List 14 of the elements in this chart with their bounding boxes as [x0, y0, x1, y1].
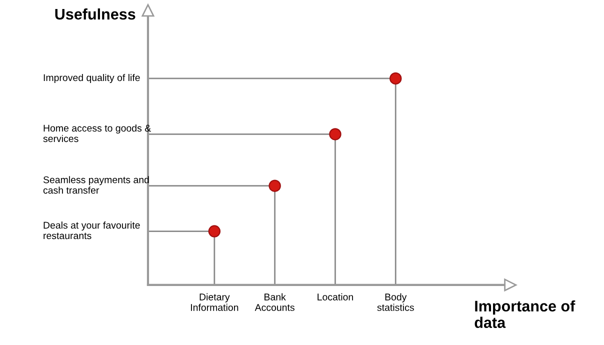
x-tick-label: Dietary Information	[191, 293, 238, 311]
text: Deals at your favourite restaurants	[44, 222, 140, 240]
annotation: Seamless payments and cash transfer	[43, 176, 149, 194]
point	[390, 72, 402, 85]
x-tick-label: Bank Accounts	[254, 293, 294, 311]
point	[268, 180, 281, 192]
point	[329, 128, 342, 140]
text: Improved quality of life	[44, 74, 140, 84]
point	[208, 225, 221, 238]
x-tick-label: Location	[318, 293, 353, 300]
y-axis-title: Usefulness	[55, 8, 136, 20]
x-axis-title: Importance of data	[474, 300, 576, 328]
annotation: Home access to goods & services	[43, 124, 151, 142]
x-tick-label: Body statistics	[377, 293, 414, 311]
